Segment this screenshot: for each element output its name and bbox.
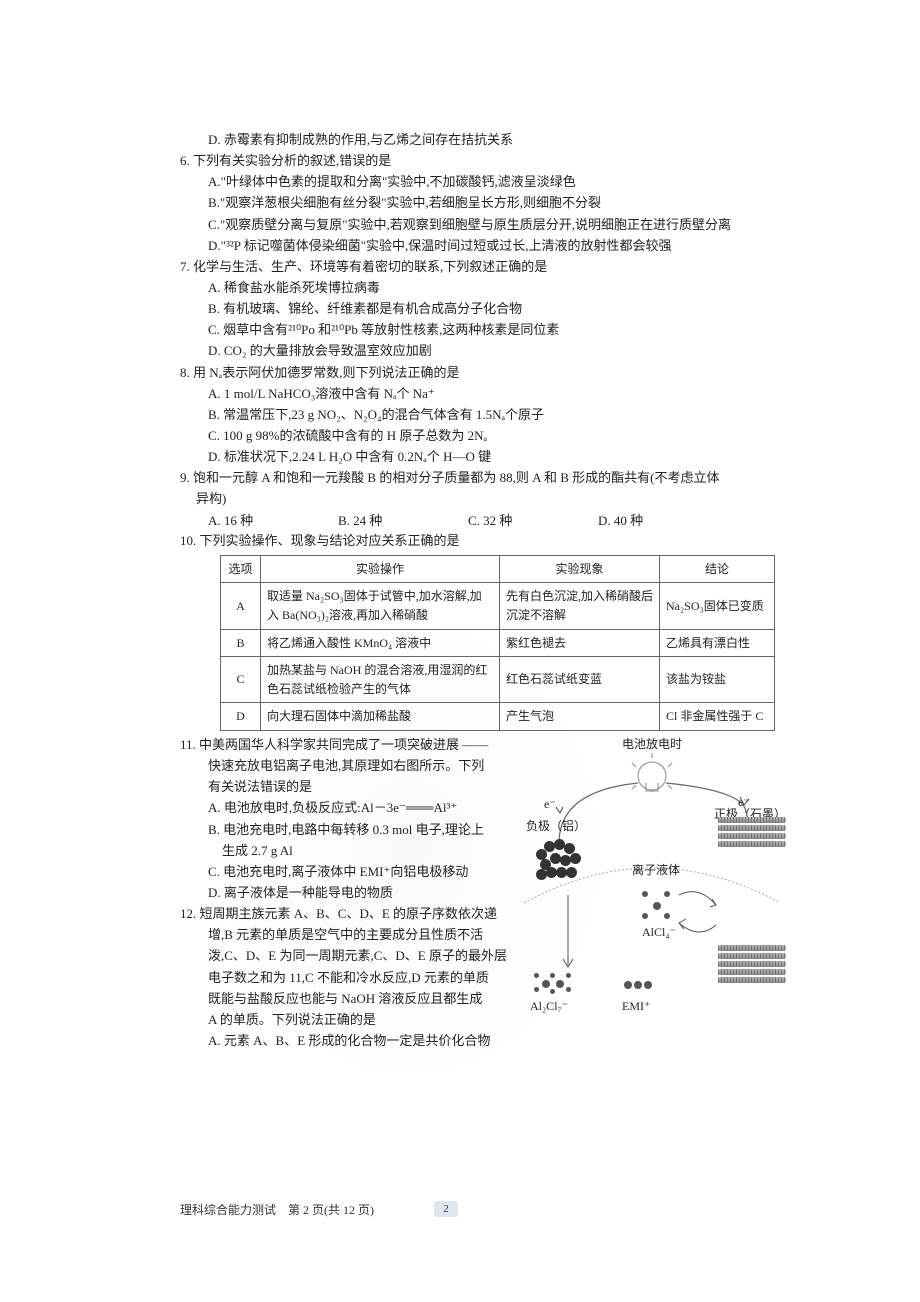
q7-b: B. 有机玻璃、锦纶、纤维素都是有机合成高分子化合物	[180, 299, 790, 319]
page-footer: 理科综合能力测试 第 2 页(共 12 页) 2	[180, 1201, 730, 1220]
al2cl7-icon	[534, 973, 574, 995]
exam-page: D. 赤霉素有抑制成熟的作用,与乙烯之间存在拮抗关系 6. 下列有关实验分析的叙…	[0, 0, 920, 1302]
cell-op: 向大理石固体中滴加稀盐酸	[261, 703, 500, 731]
page-number: 2	[434, 1201, 458, 1217]
table-row: A 取适量 Na₂SO₃固体于试管中,加水溶解,加入 Ba(NO₃)₂溶液,再加…	[221, 583, 775, 629]
q9-b: B. 24 种	[338, 511, 468, 531]
table-row: D 向大理石固体中滴加稀盐酸 产生气泡 Cl 非金属性强于 C	[221, 703, 775, 731]
q9-stem-l2: 异构)	[180, 489, 790, 509]
emi-icon	[624, 975, 654, 995]
q8-d: D. 标准状况下,2.24 L H₂O 中含有 0.2Nₐ个 H—O 键	[180, 447, 790, 467]
q7-c: C. 烟草中含有²¹⁰Po 和²¹⁰Pb 等放射性核素,这两种核素是同位素	[180, 320, 790, 340]
q10-table: 选项 实验操作 实验现象 结论 A 取适量 Na₂SO₃固体于试管中,加水溶解,…	[220, 555, 775, 731]
negative-electrode-icon	[536, 839, 584, 883]
th-opt: 选项	[221, 555, 261, 583]
alcl4-icon	[642, 891, 672, 921]
q7-d: D. CO₂ 的大量排放会导致温室效应加剧	[180, 341, 790, 361]
down-arrow-icon	[558, 895, 588, 975]
q11-a: A. 电池放电时,负极反应式:Al－3e⁻═══Al³⁺	[180, 798, 510, 818]
q11-d: D. 离子液体是一种能导电的物质	[180, 883, 510, 903]
q12-l1: 12. 短周期主族元素 A、B、C、D、E 的原子序数依次递	[180, 904, 510, 924]
alcl4-label: AlCl₄⁻	[642, 923, 676, 942]
th-op: 实验操作	[261, 555, 500, 583]
cell-conc: Na₂SO₃固体已变质	[660, 583, 775, 629]
cell-phen: 先有白色沉淀,加入稀硝酸后沉淀不溶解	[500, 583, 660, 629]
q7-stem: 7. 化学与生活、生产、环境等有着密切的联系,下列叙述正确的是	[180, 257, 790, 277]
th-conc: 结论	[660, 555, 775, 583]
q9-a: A. 16 种	[208, 511, 338, 531]
q9-d: D. 40 种	[598, 511, 728, 531]
cell-op: 取适量 Na₂SO₃固体于试管中,加水溶解,加入 Ba(NO₃)₂溶液,再加入稀…	[261, 583, 500, 629]
q11-and-q12-block: 11. 中美两国华人科学家共同完成了一项突破进展 —— 快速充放电铝离子电池,其…	[180, 735, 790, 1052]
cell-conc: 乙烯具有漂白性	[660, 629, 775, 657]
q7-a: A. 稀食盐水能杀死埃博拉病毒	[180, 278, 790, 298]
graphite-bottom	[718, 945, 786, 983]
q6-b: B."观察洋葱根尖细胞有丝分裂"实验中,若细胞呈长方形,则细胞不分裂	[180, 193, 790, 213]
q10-stem: 10. 下列实验操作、现象与结论对应关系正确的是	[180, 531, 790, 551]
q11-q12-text: 11. 中美两国华人科学家共同完成了一项突破进展 —— 快速充放电铝离子电池,其…	[180, 735, 514, 1052]
q11-l1: 11. 中美两国华人科学家共同完成了一项突破进展 ——	[180, 735, 510, 755]
table-row: C 加热某盐与 NaOH 的混合溶液,用湿润的红色石蕊试纸检验产生的气体 红色石…	[221, 657, 775, 703]
cell-phen: 红色石蕊试纸变蓝	[500, 657, 660, 703]
q8-b: B. 常温常压下,23 g NO₂、N₂O₄的混合气体含有 1.5Nₐ个原子	[180, 405, 790, 425]
q12-a: A. 元素 A、B、E 形成的化合物一定是共价化合物	[180, 1031, 510, 1051]
cell-opt: D	[221, 703, 261, 731]
liq-label: 离子液体	[632, 861, 680, 880]
q6-stem: 6. 下列有关实验分析的叙述,错误的是	[180, 151, 790, 171]
q6-d: D."³²P 标记噬菌体侵染细菌"实验中,保温时间过短或过长,上清液的放射性都会…	[180, 236, 790, 256]
q9-stem-l1: 9. 饱和一元醇 A 和饱和一元羧酸 B 的相对分子质量都为 88,则 A 和 …	[180, 468, 790, 488]
emi-label: EMI⁺	[622, 997, 650, 1016]
battery-diagram: 电池放电时 e⁻ e⁻	[514, 735, 790, 1035]
e-left: e⁻	[544, 795, 556, 814]
graphite-top	[718, 817, 786, 847]
cell-conc: 该盐为铵盐	[660, 657, 775, 703]
cell-opt: A	[221, 583, 261, 629]
table-header-row: 选项 实验操作 实验现象 结论	[221, 555, 775, 583]
q11-l2: 快速充放电铝离子电池,其原理如右图所示。下列	[180, 756, 510, 776]
q12-l5: 既能与盐酸反应也能与 NaOH 溶液反应且都生成	[180, 989, 510, 1009]
q12-l6: A 的单质。下列说法正确的是	[180, 1010, 510, 1030]
q11-b2: 生成 2.7 g Al	[180, 841, 510, 861]
q8-stem: 8. 用 Nₐ表示阿伏加德罗常数,则下列说法正确的是	[180, 363, 790, 383]
q5-option-d: D. 赤霉素有抑制成熟的作用,与乙烯之间存在拮抗关系	[180, 130, 790, 150]
q8-c: C. 100 g 98%的浓硫酸中含有的 H 原子总数为 2Nₐ	[180, 426, 790, 446]
q9-options: A. 16 种 B. 24 种 C. 32 种 D. 40 种	[180, 511, 790, 531]
q11-l3: 有关说法错误的是	[180, 777, 510, 797]
table-row: B 将乙烯通入酸性 KMnO₄ 溶液中 紫红色褪去 乙烯具有漂白性	[221, 629, 775, 657]
q12-l3: 泼,C、D、E 为同一周期元素,C、D、E 原子的最外层	[180, 946, 510, 966]
q11-c: C. 电池充电时,离子液体中 EMI⁺向铝电极移动	[180, 862, 510, 882]
al2cl7-label: Al₂Cl₇⁻	[530, 997, 568, 1016]
cell-op: 加热某盐与 NaOH 的混合溶液,用湿润的红色石蕊试纸检验产生的气体	[261, 657, 500, 703]
swap-arrows-icon	[674, 885, 724, 945]
q6-a: A."叶绿体中色素的提取和分离"实验中,不加碳酸钙,滤液呈淡绿色	[180, 172, 790, 192]
th-phen: 实验现象	[500, 555, 660, 583]
cell-phen: 紫红色褪去	[500, 629, 660, 657]
q6-c: C."观察质壁分离与复原"实验中,若观察到细胞壁与原生质层分开,说明细胞正在进行…	[180, 215, 790, 235]
q11-b1: B. 电池充电时,电路中每转移 0.3 mol 电子,理论上	[180, 820, 510, 840]
cell-opt: B	[221, 629, 261, 657]
footer-text: 理科综合能力测试 第 2 页(共 12 页)	[180, 1201, 374, 1220]
q12-l2: 增,B 元素的单质是空气中的主要成分且性质不活	[180, 925, 510, 945]
cell-opt: C	[221, 657, 261, 703]
q9-c: C. 32 种	[468, 511, 598, 531]
neg-label: 负极（铝）	[526, 817, 586, 836]
cell-op: 将乙烯通入酸性 KMnO₄ 溶液中	[261, 629, 500, 657]
cell-conc: Cl 非金属性强于 C	[660, 703, 775, 731]
q8-a: A. 1 mol/L NaHCO₃溶液中含有 Nₐ个 Na⁺	[180, 384, 790, 404]
cell-phen: 产生气泡	[500, 703, 660, 731]
q12-l4: 电子数之和为 11,C 不能和冷水反应,D 元素的单质	[180, 968, 510, 988]
